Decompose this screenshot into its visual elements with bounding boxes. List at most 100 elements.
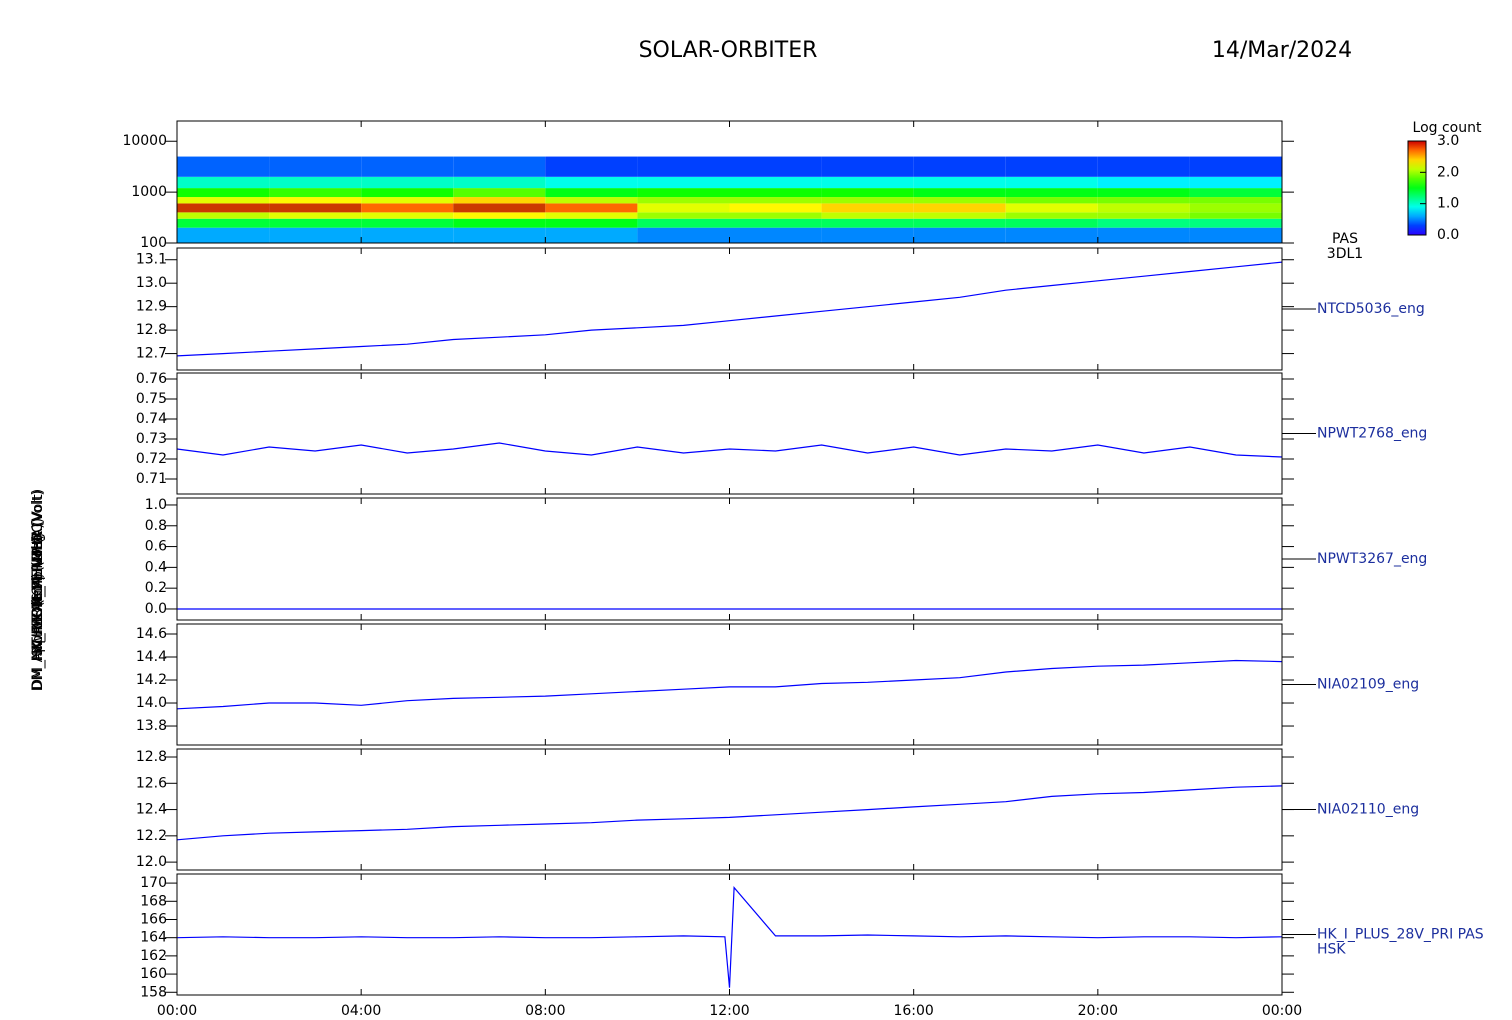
spectrogram-cell: [637, 176, 730, 189]
spectrogram-cell: [913, 218, 1006, 228]
spectrogram-cell: [1005, 227, 1098, 243]
panel: [176, 659, 1283, 710]
spectrogram-cell: [1097, 156, 1190, 177]
panel: [176, 442, 1283, 458]
spectrogram-cell: [637, 203, 730, 213]
panel-frame: [176, 623, 1283, 746]
x-tick-label: 08:00: [525, 1003, 565, 1019]
spectrogram-cell: [729, 203, 822, 213]
y-tick-label: 100: [140, 235, 167, 251]
y-tick-label: 14.6: [136, 626, 167, 642]
spectrogram-cell: [361, 197, 454, 204]
spectrogram-cell: [821, 218, 914, 228]
y-tick-label: 12.6: [136, 775, 167, 791]
x-tick-label: 04:00: [341, 1003, 381, 1019]
spectrogram-cell: [361, 218, 454, 228]
colorbar-tick-label: 0.0: [1437, 227, 1459, 243]
x-tick-label: 16:00: [893, 1003, 933, 1019]
y-tick-label: 13.0: [136, 275, 167, 291]
spectrogram-cell: [1097, 176, 1190, 189]
spectrogram-cell: [1005, 203, 1098, 213]
y-tick-label: 168: [140, 893, 167, 909]
spectrogram-cell: [361, 176, 454, 189]
colorbar: [1407, 140, 1427, 236]
spectrogram-cell: [1189, 227, 1282, 243]
panel-label: NTCD5036_eng: [1317, 301, 1425, 317]
y-tick-label: 0.72: [136, 451, 167, 467]
spectrogram-cell: [177, 176, 270, 189]
spectrogram-cell: [177, 227, 270, 243]
spectrogram-cell: [1005, 212, 1098, 219]
spectrogram-cell: [1097, 227, 1190, 243]
spectrogram-cell: [1189, 218, 1282, 228]
spectrogram-cell: [361, 156, 454, 177]
panel-label: PAS: [1332, 231, 1358, 247]
spectrogram-cell: [269, 203, 362, 213]
line: [176, 261, 1283, 357]
spectrogram-cell: [269, 156, 362, 177]
spectrogram-cell: [729, 176, 822, 189]
spectrogram-cell: [729, 197, 822, 204]
y-tick-label: 12.9: [136, 299, 167, 315]
spectrogram-cell: [1005, 176, 1098, 189]
spectrogram-cell: [1189, 197, 1282, 204]
colorbar-title: Log count: [1413, 120, 1482, 136]
y-tick-label: 0.74: [136, 411, 167, 427]
spectrogram-cell: [453, 218, 546, 228]
spectrogram-cell: [453, 176, 546, 189]
panel-frame: [176, 247, 1283, 371]
panel-frame: [176, 748, 1283, 871]
y-tick-label: 0.2: [145, 580, 167, 596]
y-axis-label: SWA-EAS_TEMP (A): [30, 523, 46, 656]
colorbar-tick-label: 2.0: [1437, 164, 1459, 180]
spectrogram-cell: [453, 212, 546, 219]
panel-label: 3DL1: [1327, 246, 1363, 262]
spectrogram-cell: [177, 156, 270, 177]
panel-label: NPWT2768_eng: [1317, 426, 1427, 442]
y-tick-label: 162: [140, 948, 167, 964]
spectrogram-cell: [545, 197, 638, 204]
spectrogram-cell: [453, 203, 546, 213]
y-tick-label: 12.8: [136, 322, 167, 338]
spectrogram-cell: [545, 218, 638, 228]
y-tick-label: 170: [140, 875, 167, 891]
chart-title: SOLAR-ORBITER: [639, 38, 818, 63]
spectrogram-cell: [453, 156, 546, 177]
spectrogram-cell: [1005, 218, 1098, 228]
spectrogram-cell: [1097, 197, 1190, 204]
y-axis-label: (mA): [30, 573, 46, 607]
spectrogram-cell: [1005, 188, 1098, 198]
line: [176, 785, 1283, 841]
spectrogram-cell: [269, 188, 362, 198]
spectrogram-cell: [637, 156, 730, 177]
spectrogram-cell: [637, 212, 730, 219]
y-tick-label: 160: [140, 966, 167, 982]
panel-label: HSK: [1317, 942, 1346, 958]
panel-label: NIA02110_eng: [1317, 802, 1419, 818]
y-tick-label: 12.2: [136, 828, 167, 844]
y-axis-label: Approx Temp (DegC): [30, 518, 46, 662]
panel: [177, 156, 1282, 243]
y-tick-label: 12.8: [136, 749, 167, 765]
spectrogram-cell: [729, 212, 822, 219]
y-tick-label: 1000: [131, 184, 167, 200]
y-tick-label: 166: [140, 911, 167, 927]
line: [176, 886, 1283, 988]
panel-label: NIA02109_eng: [1317, 677, 1419, 693]
spectrogram-cell: [1097, 218, 1190, 228]
spectrogram-cell: [913, 188, 1006, 198]
y-tick-label: 0.6: [145, 539, 167, 555]
spectrogram-cell: [269, 176, 362, 189]
x-tick-label: 12:00: [709, 1003, 749, 1019]
y-tick-label: 158: [140, 984, 167, 1000]
spectrogram-cell: [913, 156, 1006, 177]
spectrogram-cell: [637, 218, 730, 228]
y-tick-label: 0.73: [136, 431, 167, 447]
spectrogram-cell: [913, 203, 1006, 213]
spectrogram-cell: [361, 227, 454, 243]
spectrogram-cell: [177, 197, 270, 204]
date: 14/Mar/2024: [1212, 38, 1352, 63]
y-tick-label: 0.8: [145, 518, 167, 534]
panel: [176, 785, 1283, 841]
